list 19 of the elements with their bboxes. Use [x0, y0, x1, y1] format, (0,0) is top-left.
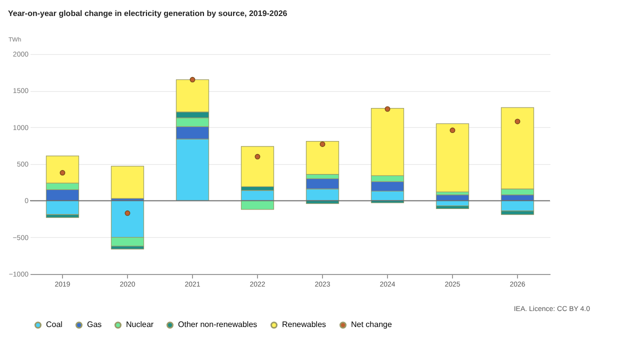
legend-label: Renewables — [282, 320, 326, 330]
bar — [110, 166, 144, 199]
point — [254, 154, 260, 160]
bar — [306, 140, 340, 175]
point — [320, 141, 326, 147]
bar — [436, 123, 470, 192]
bar — [240, 146, 274, 188]
legend-label: Gas — [87, 320, 102, 330]
legend-label: Coal — [46, 320, 63, 330]
chart-title: Year-on-year global change in electricity generation by source, 2019-2026 — [8, 9, 288, 18]
point — [514, 118, 520, 124]
point — [60, 170, 66, 176]
legend-label: Nuclear — [126, 320, 154, 330]
point — [450, 128, 456, 134]
point — [124, 210, 130, 216]
legend-label: Other non-renewables — [178, 320, 258, 330]
point — [190, 76, 196, 82]
point — [384, 106, 390, 112]
legend-label: Net change — [351, 320, 392, 330]
